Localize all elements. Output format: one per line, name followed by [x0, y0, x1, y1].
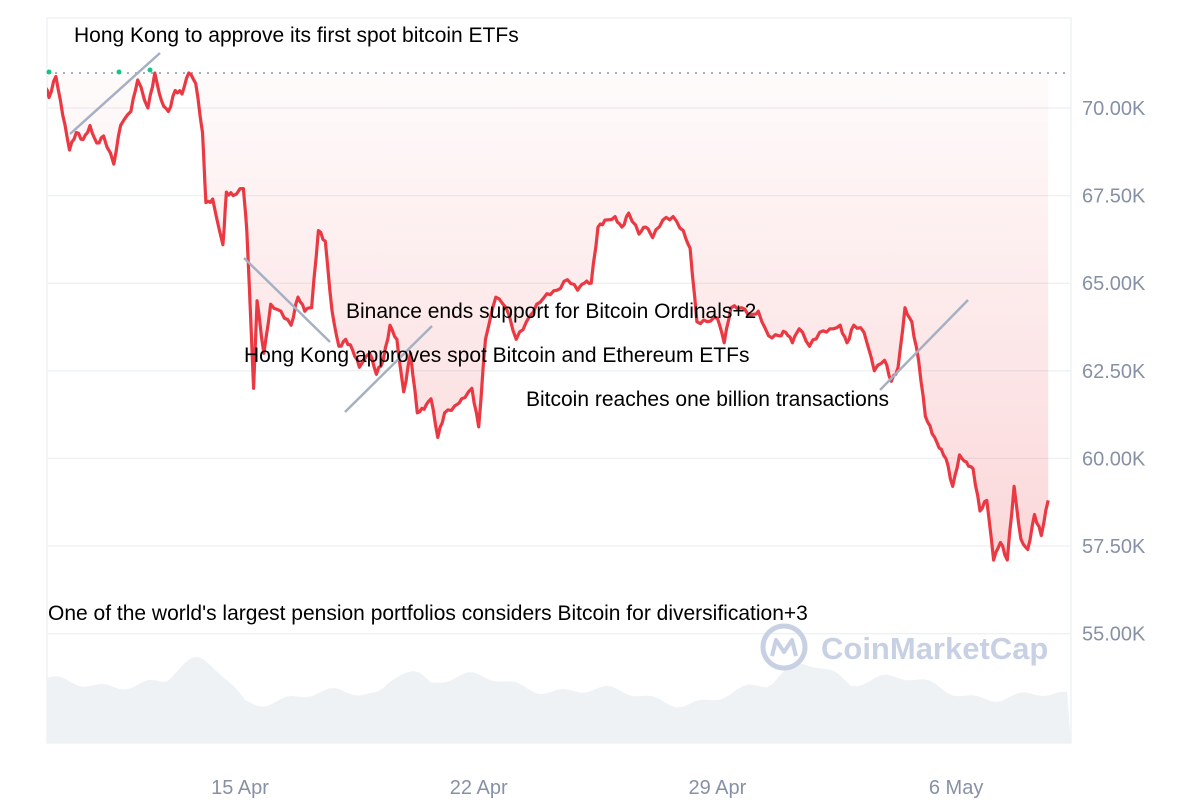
event-annotation[interactable]: Hong Kong to approve its first spot bitc… — [74, 24, 519, 47]
x-tick-label: 22 Apr — [450, 777, 508, 799]
watermark-text: CoinMarketCap — [821, 631, 1048, 666]
y-tick-label: 65.00K — [1082, 273, 1146, 295]
price-line[interactable] — [44, 71, 1050, 562]
coinmarketcap-logo-icon — [760, 623, 808, 671]
coinmarketcap-watermark: CoinMarketCap — [760, 623, 1048, 671]
annotation-connector — [69, 52, 161, 135]
y-tick-label: 62.50K — [1082, 361, 1146, 383]
event-annotation[interactable]: Binance ends support for Bitcoin Ordinal… — [346, 300, 756, 323]
y-tick-label: 70.00K — [1082, 98, 1146, 120]
x-tick-label: 6 May — [929, 777, 983, 799]
price-area-fill — [47, 73, 1049, 560]
y-tick-label: 57.50K — [1082, 536, 1146, 558]
event-annotation[interactable]: One of the world's largest pension portf… — [48, 602, 808, 625]
annotation-connector — [879, 299, 969, 391]
y-tick-label: 67.50K — [1082, 186, 1146, 208]
above-reference-marker — [116, 69, 122, 75]
y-tick-label: 55.00K — [1082, 624, 1146, 646]
above-reference-marker — [46, 69, 52, 75]
x-tick-label: 29 Apr — [688, 777, 746, 799]
y-tick-label: 60.00K — [1082, 448, 1146, 470]
event-annotation[interactable]: Hong Kong approves spot Bitcoin and Ethe… — [244, 344, 749, 367]
volume-area — [47, 656, 1071, 743]
event-annotation[interactable]: Bitcoin reaches one billion transactions — [526, 388, 889, 411]
annotation-connector — [243, 257, 331, 343]
above-reference-marker — [147, 67, 153, 73]
x-tick-label: 15 Apr — [211, 777, 269, 799]
coinmarketcap-logo-mark — [770, 638, 798, 657]
annotation-connector — [344, 325, 433, 413]
